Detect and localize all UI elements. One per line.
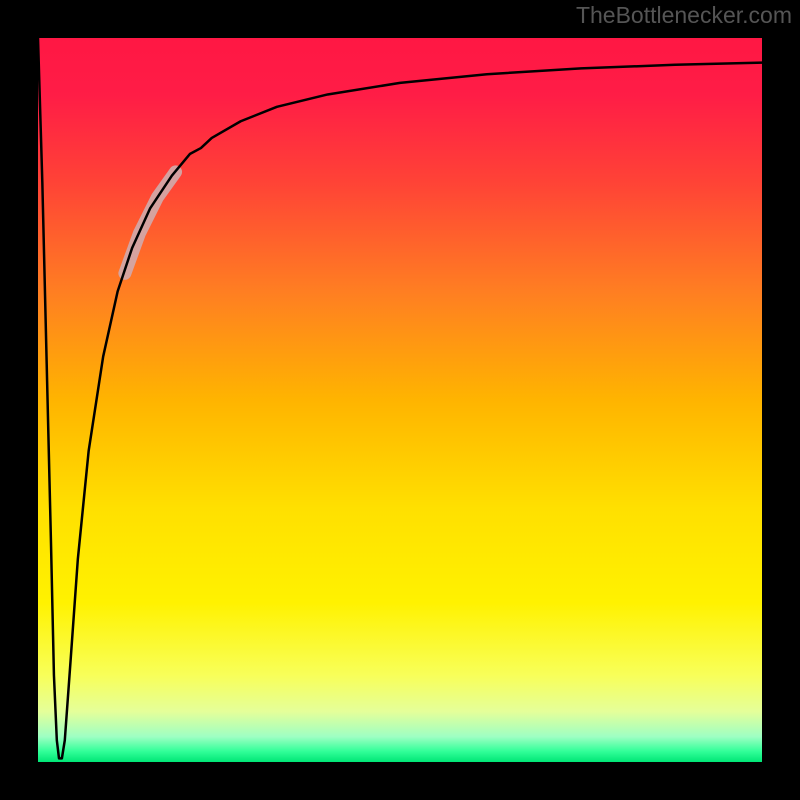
watermark-text: TheBottlenecker.com xyxy=(576,2,792,29)
chart-container: { "canvas": { "width": 800, "height": 80… xyxy=(0,0,800,800)
chart-svg xyxy=(0,0,800,800)
plot-background xyxy=(38,38,762,762)
